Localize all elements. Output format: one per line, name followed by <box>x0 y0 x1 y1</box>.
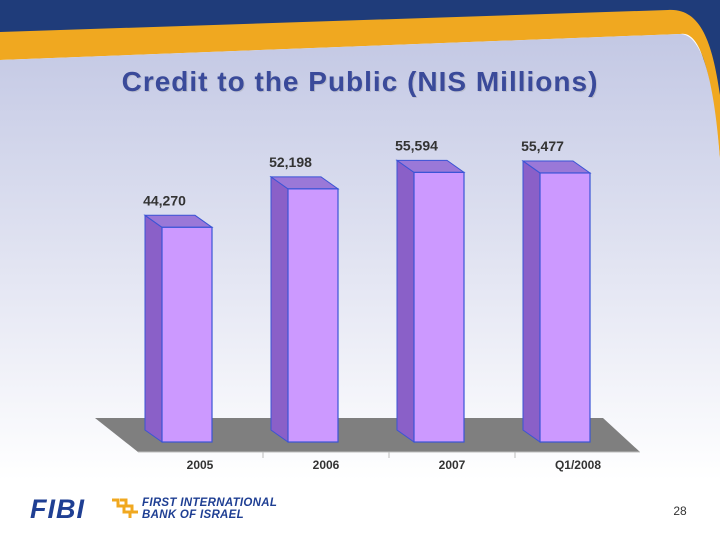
page-number: 28 <box>673 504 687 518</box>
x-tick-label: Q1/2008 <box>555 458 601 472</box>
chart-floor <box>95 418 640 452</box>
data-label: 52,198 <box>269 154 312 170</box>
orange-swoosh <box>0 9 720 160</box>
logo-line-2: BANK OF ISRAEL <box>142 509 244 521</box>
bar <box>539 172 591 443</box>
logo-wordmark: FIBI <box>30 494 85 524</box>
data-label: 55,594 <box>395 137 438 153</box>
data-label: 55,477 <box>521 138 564 154</box>
data-label: 44,270 <box>143 192 186 208</box>
bar <box>413 171 465 443</box>
bar-side <box>270 175 289 443</box>
bar-side <box>522 159 541 443</box>
x-tick-label: 2005 <box>187 458 214 472</box>
logo-mark-icon <box>112 498 138 518</box>
bar <box>287 188 339 443</box>
bar-side <box>396 159 415 443</box>
bar <box>161 226 213 443</box>
logo-line-1: FIRST INTERNATIONAL <box>142 497 278 509</box>
bar-side <box>144 214 163 443</box>
x-tick-label: 2007 <box>439 458 466 472</box>
x-tick-label: 2006 <box>313 458 340 472</box>
fibi-logo: FIBI FIRST INTERNATIONAL BANK OF ISRAEL <box>30 494 300 524</box>
page-title: Credit to the Public (NIS Millions) <box>121 66 599 97</box>
